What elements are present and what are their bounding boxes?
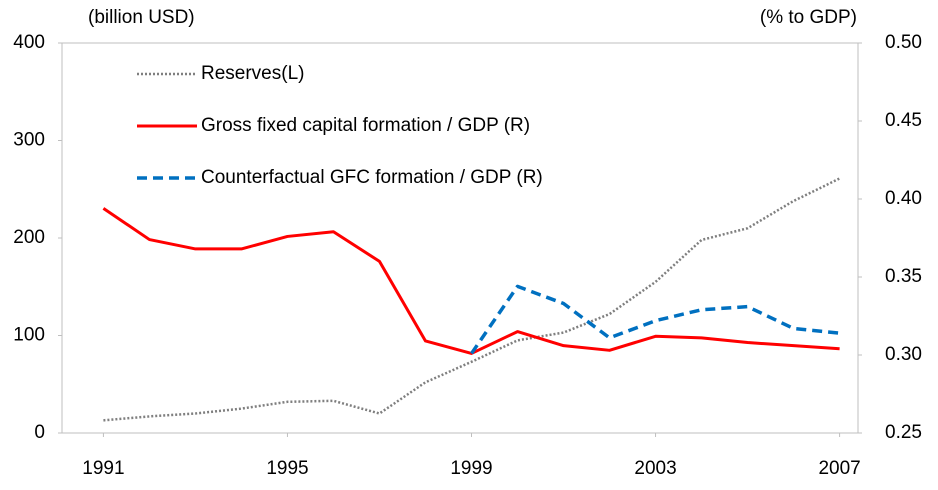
y-tick-label: 300: [13, 130, 45, 151]
y-tick-label: 200: [13, 227, 45, 248]
series-line: [102, 207, 840, 355]
y-axis-title: (billion USD): [88, 7, 195, 28]
y2-tick-label: 0.35: [885, 266, 922, 287]
legend-label: Counterfactual GFC formation / GDP (R): [201, 167, 543, 188]
x-tick-label: 1991: [82, 458, 124, 479]
plot-frame: [61, 42, 859, 434]
y2-tick-label: 0.50: [885, 32, 922, 53]
y-tick-label: 100: [13, 325, 45, 346]
y2-tick-label: 0.30: [885, 344, 922, 365]
y2-axis-title: (% to GDP): [760, 7, 857, 28]
legend-label: Reserves(L): [201, 63, 304, 84]
y2-tick-label: 0.25: [885, 422, 922, 443]
y2-tick-label: 0.40: [885, 188, 922, 209]
series-line: [103, 177, 841, 422]
y2-tick-label: 0.45: [885, 110, 922, 131]
y-tick-label: 400: [13, 32, 45, 53]
legend-label: Gross fixed capital formation / GDP (R): [201, 115, 530, 136]
series-line: [470, 284, 840, 355]
x-tick-label: 2003: [634, 458, 676, 479]
x-tick-label: 2007: [818, 458, 860, 479]
y-tick-label: 0: [34, 422, 45, 443]
x-tick-label: 1995: [266, 458, 308, 479]
x-tick-label: 1999: [450, 458, 492, 479]
